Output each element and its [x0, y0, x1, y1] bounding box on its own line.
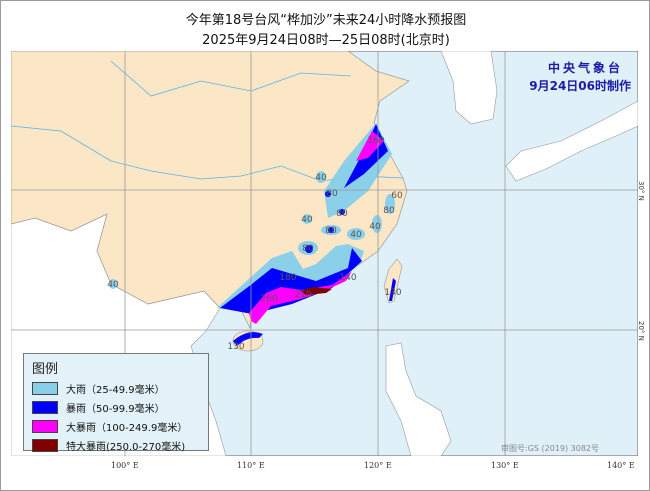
rain-amount-label: 60: [391, 191, 403, 201]
legend-title: 图例: [32, 362, 59, 377]
rain-amount-label: 140: [339, 273, 356, 283]
rain-amount-label: 130: [227, 342, 244, 352]
rain-amount-label: 40: [369, 222, 381, 232]
legend-label: 大雨（25-49.9毫米）: [66, 385, 165, 396]
rain-amount-label: 210: [294, 290, 311, 300]
rain-amount-label: 80: [325, 226, 337, 236]
legend-swatch: [32, 382, 58, 395]
rain-amount-label: 40: [107, 280, 119, 290]
lon-tick: 120° E: [364, 461, 392, 470]
rain-amount-label: 80: [336, 209, 348, 219]
japan-land: [505, 100, 638, 182]
graticule: [11, 51, 638, 456]
legend-item: 大雨（25-49.9毫米）: [32, 379, 200, 398]
legend: 图例 大雨（25-49.9毫米） 暴雨（50-99.9毫米） 大暴雨（100-2…: [23, 353, 209, 453]
legend-swatch: [32, 420, 58, 433]
rain-amount-label: 40: [301, 215, 313, 225]
korea-land: [440, 51, 498, 125]
rain-amount-label: 260: [260, 294, 277, 304]
rain-amount-label: 40: [315, 173, 327, 183]
lon-tick: 110° E: [237, 461, 265, 470]
rain-amount-label: 80: [383, 206, 395, 216]
legend-item: 暴雨（50-99.9毫米）: [32, 398, 200, 417]
issue-time: 9月24日06时制作: [529, 79, 631, 93]
legend-label: 特大暴雨(250.0-270毫米): [66, 442, 186, 453]
legend-item: 大暴雨（100-249.9毫米）: [32, 417, 200, 436]
lon-tick: 100° E: [111, 461, 139, 470]
philippines-land: [385, 342, 452, 456]
rain-severe-rainstorm-area: [249, 131, 384, 324]
legend-swatch: [32, 401, 58, 414]
lon-tick: 140° E: [607, 461, 635, 470]
rain-extreme-area: [300, 287, 332, 295]
rain-amount-label: 160: [367, 136, 384, 146]
lon-tick: 130° E: [491, 461, 519, 470]
legend-label: 大暴雨（100-249.9毫米）: [66, 423, 188, 434]
lat-tick: 20° N: [637, 321, 645, 341]
agency-name: 中央气象台: [547, 61, 623, 75]
rain-amount-label: 180: [279, 273, 296, 283]
legend-item: 特大暴雨(250.0-270毫米): [32, 436, 200, 455]
map-subtitle: 2025年9月24日08时—25日08时(北京时): [202, 33, 450, 48]
legend-label: 暴雨（50-99.9毫米）: [66, 404, 165, 415]
rain-amount-label: 80: [302, 244, 314, 254]
map-title: 今年第18号台风“桦加沙”未来24小时降水预报图: [185, 13, 467, 28]
legend-swatch: [32, 439, 58, 452]
rain-amount-label: 80: [326, 189, 338, 199]
rain-amount-label: 40: [350, 230, 362, 240]
rain-amount-label: 130: [384, 288, 401, 298]
lat-tick: 30° N: [637, 181, 645, 201]
map-review-number: 审图号:GS (2019) 3082号: [501, 444, 600, 453]
yellow-river: [110, 60, 352, 97]
